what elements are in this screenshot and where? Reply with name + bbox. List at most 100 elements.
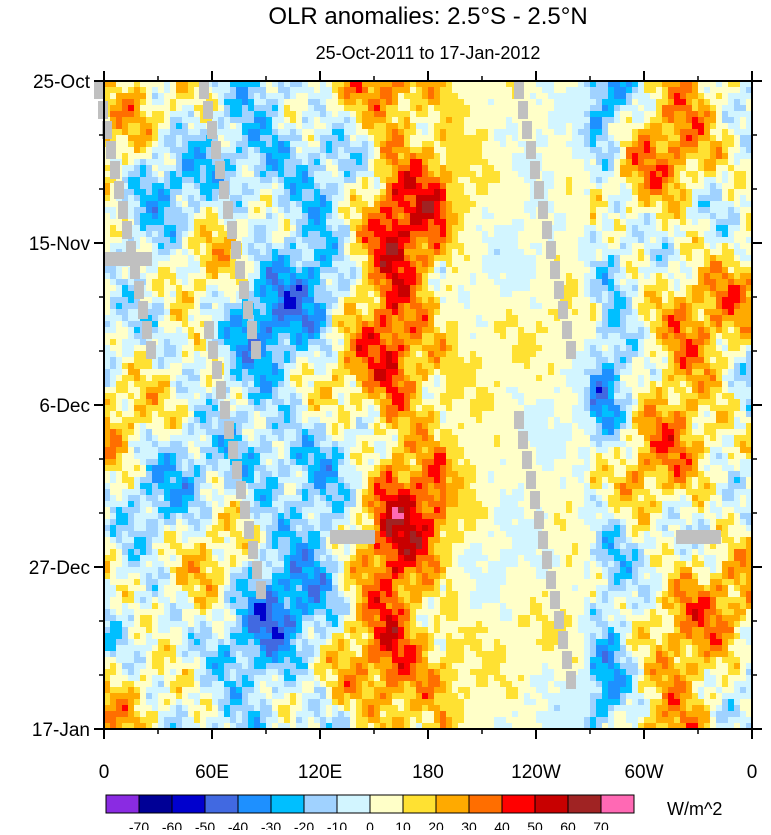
field-cell [272, 309, 279, 316]
field-cell [188, 243, 195, 250]
field-cell [476, 195, 483, 202]
field-cell [236, 165, 243, 172]
field-cell [212, 201, 219, 208]
field-cell [188, 339, 195, 346]
field-cell [158, 219, 165, 226]
field-cell [140, 297, 147, 304]
field-cell [224, 321, 231, 328]
field-cell [470, 225, 477, 232]
field-cell [314, 183, 321, 190]
field-cell [194, 333, 201, 340]
field-cell [446, 123, 453, 130]
field-cell [284, 309, 291, 316]
field-cell [380, 315, 387, 322]
field-cell [452, 351, 459, 358]
field-cell [668, 273, 675, 280]
field-cell [530, 129, 537, 136]
field-cell [164, 87, 171, 94]
field-cell [134, 327, 141, 334]
field-cell [644, 315, 651, 322]
field-cell [686, 237, 693, 244]
field-cell [236, 225, 243, 232]
field-cell [614, 261, 621, 268]
field-cell [620, 117, 627, 124]
field-cell [518, 183, 525, 190]
field-cell [422, 261, 429, 268]
field-cell [584, 309, 591, 316]
field-cell [152, 297, 159, 304]
field-cell [590, 285, 597, 292]
field-cell [566, 201, 573, 208]
field-cell [266, 81, 273, 88]
field-cell [146, 123, 153, 130]
field-cell [746, 279, 753, 286]
field-cell [446, 219, 453, 226]
field-cell [614, 231, 621, 238]
field-cell [398, 99, 405, 106]
field-cell [644, 309, 651, 316]
field-cell [272, 129, 279, 136]
field-cell [626, 237, 633, 244]
field-cell [224, 249, 231, 256]
field-cell [200, 285, 207, 292]
field-cell [500, 279, 507, 286]
field-cell [374, 273, 381, 280]
field-cell [332, 345, 339, 352]
field-cell [572, 309, 579, 316]
field-cell [704, 129, 711, 136]
field-cell [428, 147, 435, 154]
field-cell [584, 141, 591, 148]
field-cell [692, 117, 699, 124]
field-cell [194, 147, 201, 154]
field-cell [530, 105, 537, 112]
field-cell [140, 147, 147, 154]
field-cell [230, 297, 237, 304]
field-cell [662, 105, 669, 112]
field-cell [272, 141, 279, 148]
field-cell [596, 189, 603, 196]
field-cell [662, 345, 669, 352]
field-cell [644, 177, 651, 184]
field-cell [206, 357, 213, 364]
field-cell [734, 195, 741, 202]
field-cell [404, 87, 411, 94]
field-cell [596, 291, 603, 298]
field-cell [470, 273, 477, 280]
field-cell [158, 279, 165, 286]
field-cell [416, 297, 423, 304]
field-cell [644, 105, 651, 112]
field-cell [248, 135, 255, 142]
field-cell [500, 237, 507, 244]
field-cell [392, 117, 399, 124]
field-cell [506, 189, 513, 196]
field-cell [542, 345, 549, 352]
field-cell [506, 351, 513, 358]
field-cell [404, 123, 411, 130]
field-cell [584, 81, 591, 88]
field-cell [380, 291, 387, 298]
field-cell [434, 309, 441, 316]
field-cell [404, 345, 411, 352]
field-cell [266, 315, 273, 322]
field-cell [494, 261, 501, 268]
field-cell [278, 261, 285, 268]
field-cell [212, 93, 219, 100]
field-cell [470, 303, 477, 310]
field-cell [230, 99, 237, 106]
field-cell [692, 189, 699, 196]
field-cell [656, 207, 663, 214]
field-cell [644, 333, 651, 340]
field-cell [590, 315, 597, 322]
field-cell [566, 99, 573, 106]
field-cell [200, 147, 207, 154]
field-cell [140, 213, 147, 220]
field-cell [548, 87, 555, 94]
field-cell [500, 105, 507, 112]
field-cell [164, 357, 171, 364]
field-cell [728, 183, 735, 190]
field-cell [512, 297, 519, 304]
field-cell [164, 225, 171, 232]
field-cell [458, 123, 465, 130]
field-cell [356, 297, 363, 304]
field-cell [698, 261, 705, 268]
